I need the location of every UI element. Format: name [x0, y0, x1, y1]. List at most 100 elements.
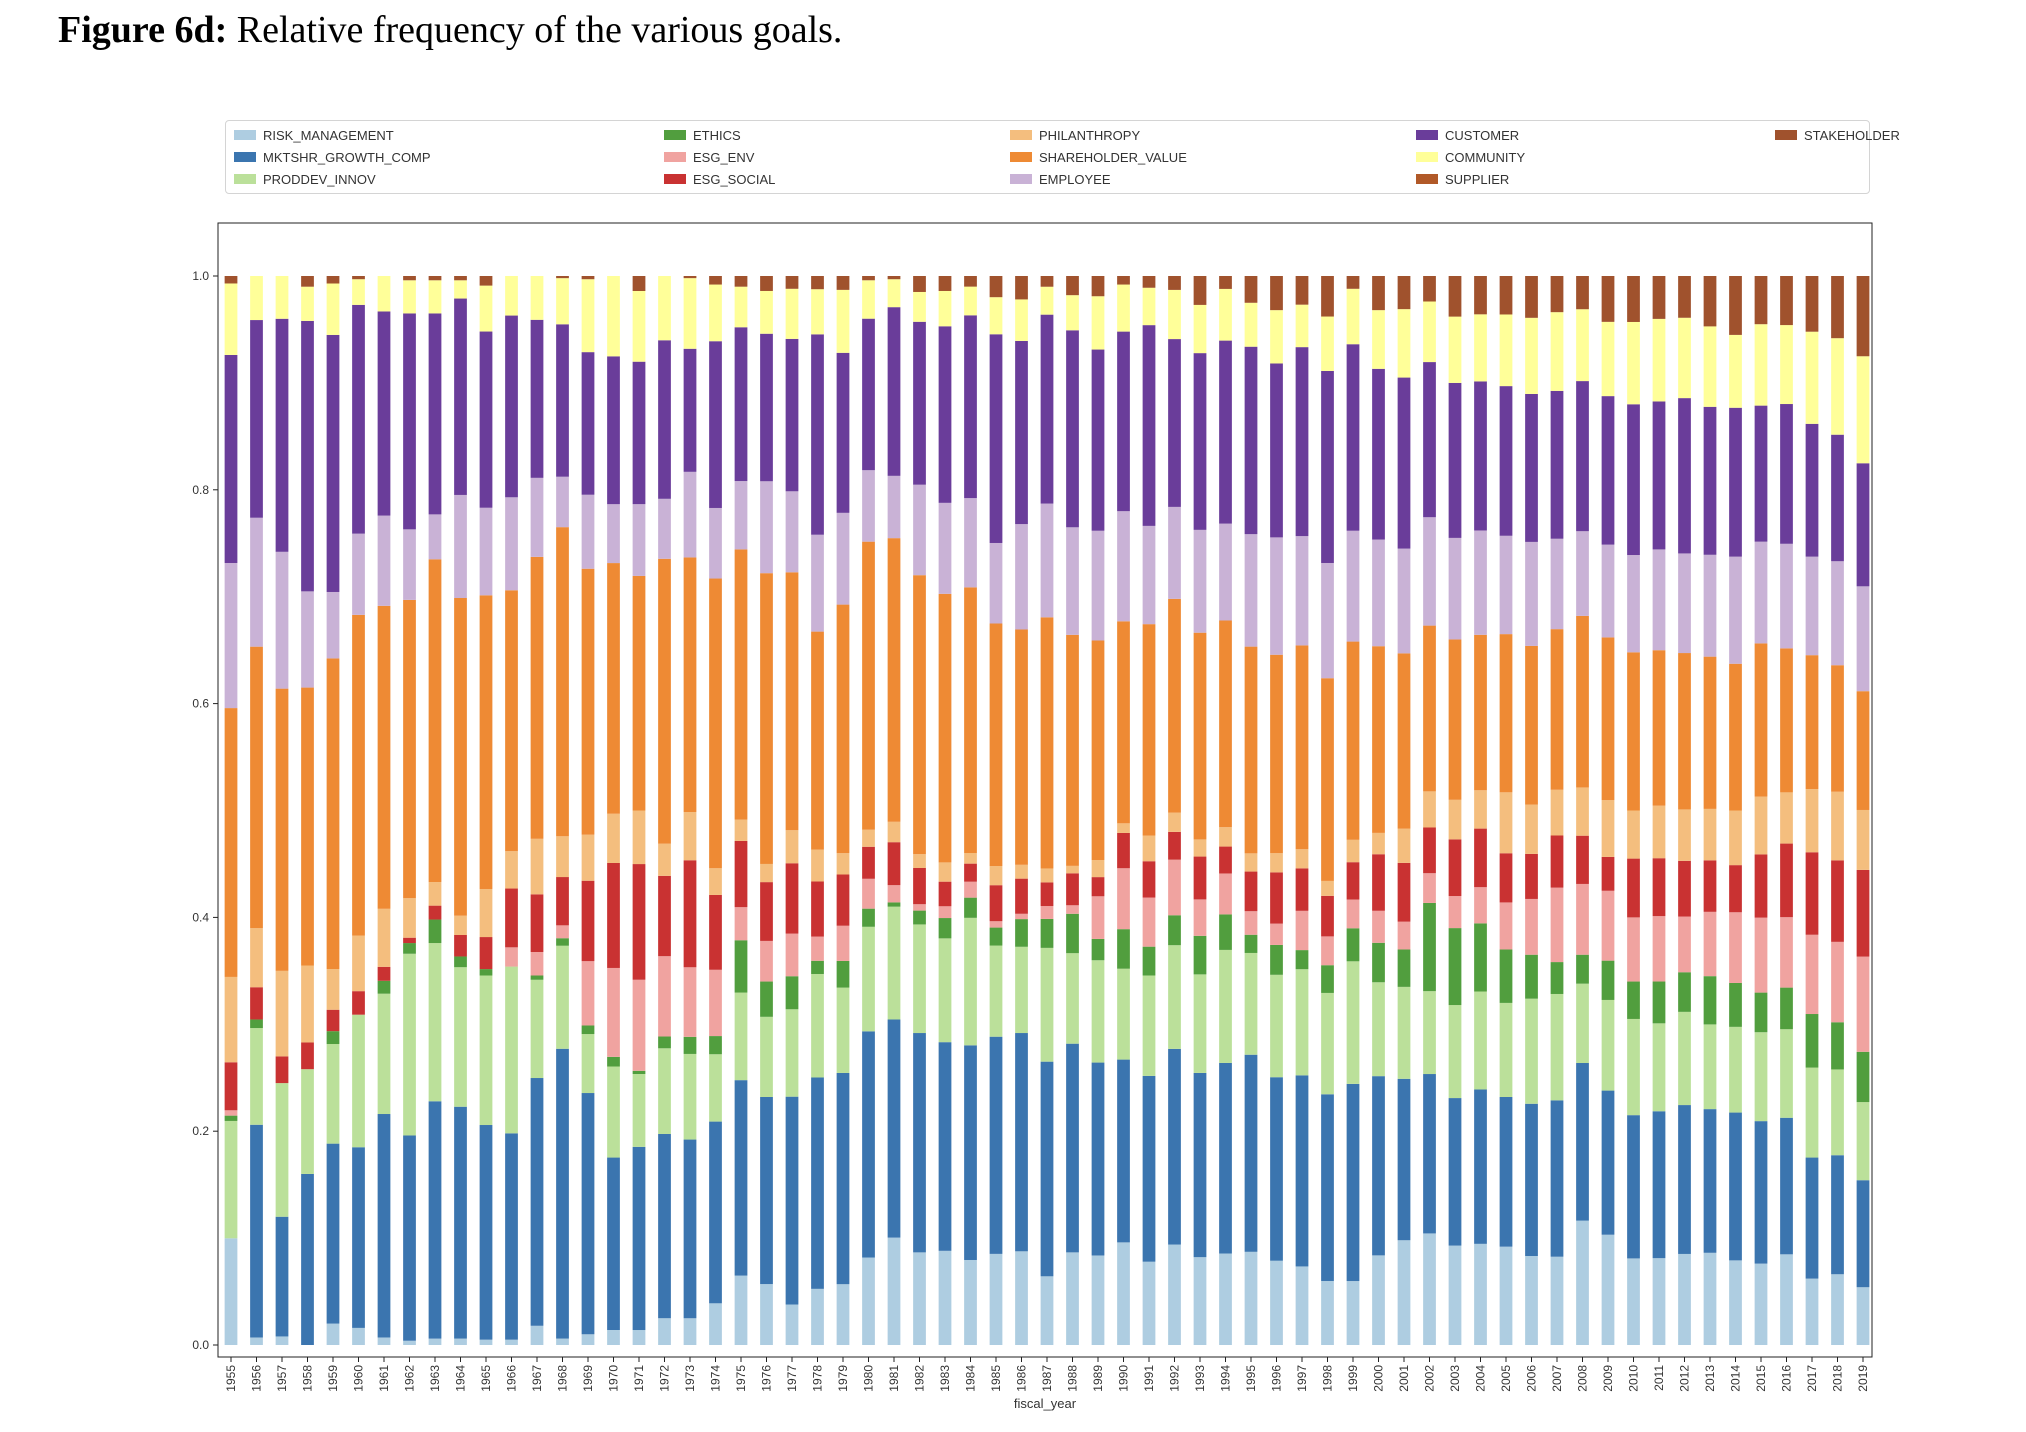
bar-segment-risk-management-1993	[1193, 1257, 1207, 1345]
bar-segment-shareholder-value-1991	[1142, 624, 1156, 836]
bar-segment-philanthropy-2011	[1652, 805, 1666, 859]
bar-segment-proddev-innov-1989	[1091, 960, 1105, 1063]
bar-segment-community-2005	[1499, 314, 1513, 387]
x-tick-label-1978: 1978	[811, 1365, 825, 1392]
bar-segment-mktshr-growth-comp-1968	[556, 1048, 569, 1339]
bar-segment-stakeholder-1973	[683, 276, 697, 279]
bar-segment-philanthropy-1972	[658, 843, 671, 876]
bar-segment-philanthropy-1994	[1219, 827, 1232, 847]
bar-segment-risk-management-1982	[913, 1252, 926, 1345]
bar-segment-shareholder-value-1976	[760, 573, 773, 864]
bar-segment-stakeholder-1971	[632, 276, 646, 291]
bar-segment-proddev-innov-1991	[1142, 975, 1156, 1076]
bar-segment-employee-2009	[1601, 544, 1615, 638]
bar-segment-mktshr-growth-comp-2006	[1525, 1103, 1538, 1256]
bar-segment-risk-management-1988	[1066, 1252, 1079, 1345]
bar-segment-philanthropy-2008	[1576, 787, 1589, 836]
bar-segment-philanthropy-1973	[683, 812, 697, 861]
bar-segment-mktshr-growth-comp-1993	[1193, 1072, 1207, 1258]
bar-segment-proddev-innov-1963	[428, 943, 442, 1102]
bar-segment-customer-2016	[1780, 404, 1793, 544]
bar-segment-risk-management-2005	[1499, 1246, 1513, 1345]
bar-segment-customer-1957	[275, 318, 289, 552]
bar-segment-customer-1981	[887, 307, 901, 476]
bar-segment-mktshr-growth-comp-1989	[1091, 1062, 1105, 1256]
bar-segment-employee-1991	[1142, 525, 1156, 625]
x-tick-label-1981: 1981	[887, 1365, 901, 1392]
bar-segment-community-1971	[632, 291, 646, 362]
bar-segment-philanthropy-1958	[301, 965, 314, 1043]
legend-label-stakeholder: STAKEHOLDER	[1804, 128, 1900, 144]
legend-swatch-esg-env	[664, 151, 686, 162]
bar-segment-esg-social-1975	[734, 840, 748, 908]
bar-segment-customer-2006	[1525, 393, 1538, 542]
bar-segment-philanthropy-1964	[454, 915, 467, 935]
bar-segment-mktshr-growth-comp-1974	[709, 1121, 722, 1304]
bar-segment-shareholder-value-1998	[1321, 678, 1334, 881]
bar-segment-philanthropy-2012	[1678, 809, 1691, 861]
bar-segment-mktshr-growth-comp-2005	[1499, 1096, 1513, 1247]
bar-segment-ethics-2007	[1550, 962, 1564, 994]
bar-segment-risk-management-1955	[224, 1238, 238, 1345]
bar-segment-proddev-innov-1971	[632, 1074, 646, 1147]
bar-segment-stakeholder-1986	[1015, 276, 1028, 300]
bar-segment-risk-management-1984	[964, 1259, 977, 1345]
bar-segment-esg-social-2005	[1499, 853, 1513, 903]
bar-segment-ethics-2016	[1780, 987, 1793, 1030]
bar-segment-ethics-2010	[1627, 981, 1640, 1019]
bar-segment-ethics-1987	[1040, 918, 1054, 948]
bar-segment-proddev-innov-2019	[1856, 1102, 1870, 1181]
bar-segment-shareholder-value-1999	[1346, 641, 1360, 840]
bar-segment-mktshr-growth-comp-1983	[938, 1042, 952, 1251]
bar-segment-employee-1955	[224, 562, 238, 709]
bar-segment-community-2007	[1550, 312, 1564, 391]
bar-segment-shareholder-value-1971	[632, 575, 646, 811]
bar-segment-mktshr-growth-comp-1994	[1219, 1062, 1232, 1254]
bar-segment-proddev-innov-1960	[352, 1014, 365, 1148]
bar-segment-employee-1994	[1219, 523, 1232, 621]
bar-segment-mktshr-growth-comp-1975	[734, 1080, 748, 1276]
bar-segment-shareholder-value-2000	[1372, 646, 1385, 833]
x-tick-label-1993: 1993	[1193, 1365, 1207, 1392]
bar-segment-stakeholder-2003	[1448, 276, 1462, 317]
bar-segment-esg-social-2016	[1780, 843, 1793, 918]
bar-segment-risk-management-2004	[1474, 1243, 1487, 1345]
bar-segment-proddev-innov-1970	[607, 1066, 620, 1158]
legend-item-proddev-innov: PRODDEV_INNOV	[234, 168, 376, 189]
bar-segment-employee-1998	[1321, 562, 1334, 679]
bar-segment-esg-social-1988	[1066, 873, 1079, 906]
x-tick-label-1984: 1984	[964, 1365, 978, 1392]
bar-segment-stakeholder-2008	[1576, 276, 1589, 310]
bar-segment-customer-1977	[785, 338, 799, 492]
legend-swatch-ethics	[664, 129, 686, 140]
bar-segment-community-2006	[1525, 317, 1538, 394]
bar-segment-esg-env-2015	[1754, 917, 1768, 993]
bar-segment-stakeholder-2014	[1729, 276, 1742, 335]
bar-segment-ethics-1974	[709, 1036, 722, 1055]
bar-segment-ethics-1998	[1321, 965, 1334, 993]
bar-segment-community-2001	[1397, 309, 1411, 378]
bar-segment-esg-env-2006	[1525, 898, 1538, 955]
bar-segment-shareholder-value-1958	[301, 687, 314, 966]
x-tick-label-2011: 2011	[1652, 1365, 1666, 1391]
bar-segment-esg-social-2017	[1805, 852, 1819, 935]
bar-segment-esg-env-2007	[1550, 887, 1564, 963]
legend-swatch-employee	[1010, 173, 1032, 184]
bar-segment-shareholder-value-1968	[556, 527, 569, 837]
bar-segment-community-1999	[1346, 288, 1360, 345]
bar-segment-community-1963	[428, 280, 442, 314]
bar-segment-ethics-2014	[1729, 982, 1742, 1027]
x-tick-label-1963: 1963	[428, 1365, 442, 1392]
bar-segment-stakeholder-1997	[1295, 276, 1309, 305]
bar-segment-stakeholder-1969	[581, 276, 595, 280]
bar-segment-customer-1967	[530, 319, 544, 478]
bar-segment-esg-env-2005	[1499, 902, 1513, 950]
bar-segment-customer-1974	[709, 341, 722, 508]
x-tick-label-1976: 1976	[760, 1365, 774, 1392]
bar-segment-mktshr-growth-comp-2012	[1678, 1105, 1691, 1254]
bar-segment-stakeholder-2006	[1525, 276, 1538, 318]
x-tick-label-1958: 1958	[301, 1365, 315, 1392]
bar-segment-stakeholder-2011	[1652, 276, 1666, 319]
bar-segment-esg-social-2002	[1423, 827, 1436, 874]
bar-segment-risk-management-1970	[607, 1330, 620, 1345]
